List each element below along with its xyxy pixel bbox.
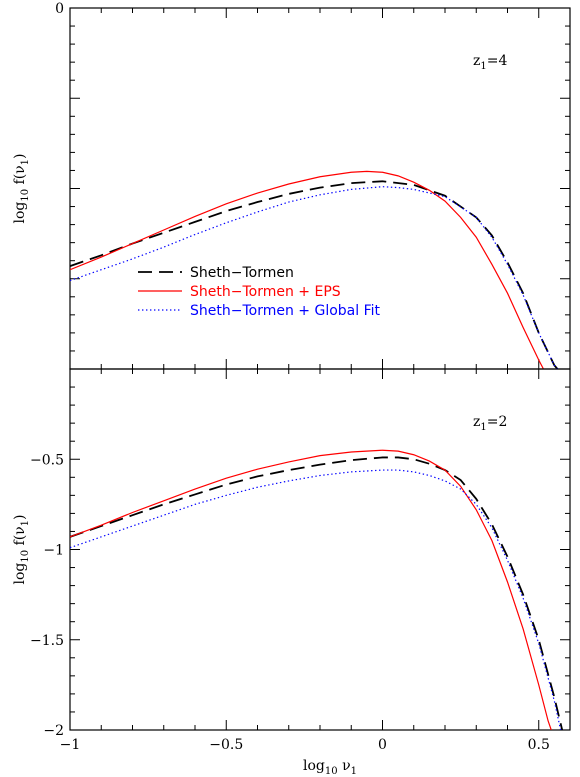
y-axis-label: log10 f(ν1) [12, 153, 31, 223]
y-tick-label: 0 [55, 1, 64, 17]
x-axis-label: log10 ν1 [303, 758, 357, 777]
y-tick-label: −2 [43, 723, 64, 739]
x-tick-label: 0.5 [528, 737, 550, 753]
legend-label-1: Sheth−Tormen [190, 265, 294, 281]
y-tick-label: −1.5 [30, 633, 64, 649]
legend-label-2: Sheth−Tormen + EPS [190, 284, 341, 300]
series-line-1 [70, 456, 564, 730]
series-line-2 [70, 449, 552, 730]
series-line-3 [70, 469, 562, 730]
x-tick-label: −0.5 [209, 737, 243, 753]
redshift-annotation: z1=2 [473, 414, 507, 433]
series-line-3 [70, 186, 558, 369]
y-tick-label: −1 [43, 543, 64, 559]
y-tick-label: −0.5 [30, 452, 64, 468]
series-line-2 [70, 170, 544, 369]
y-axis-label: log10 f(ν1) [12, 514, 31, 584]
x-tick-label: 0 [378, 737, 387, 753]
legend: Sheth−Tormen Sheth−Tormen + EPS Sheth−Torm… [138, 265, 381, 319]
redshift-annotation: z1=4 [473, 53, 507, 72]
legend-label-3: Sheth−Tormen + Global Fit [190, 303, 381, 319]
series-line-1 [70, 180, 559, 369]
x-tick-label: −1 [60, 737, 81, 753]
